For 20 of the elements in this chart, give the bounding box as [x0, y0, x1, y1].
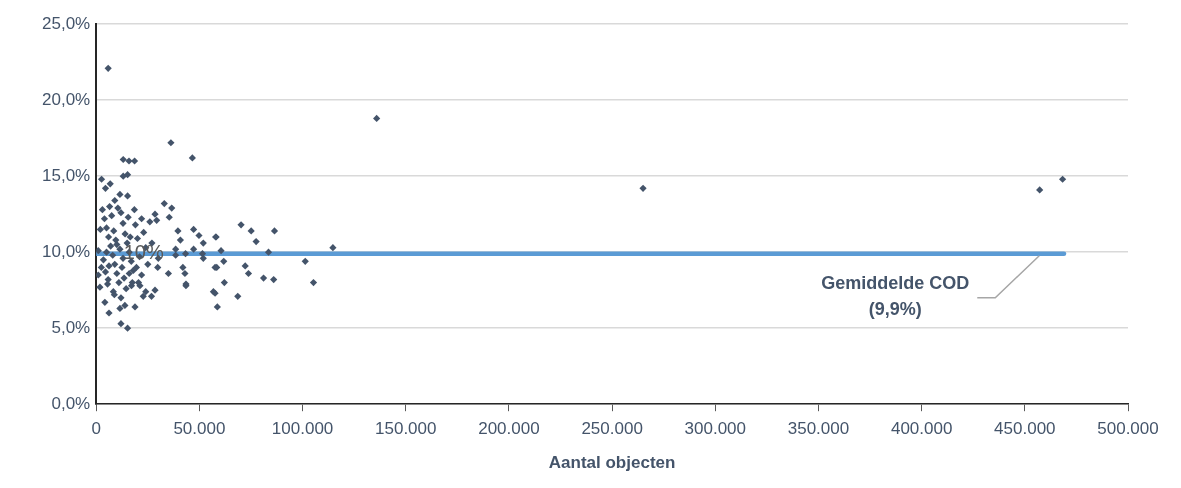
x-tick-label: 100.000 — [271, 419, 334, 439]
x-tick-label: 200.000 — [478, 419, 540, 439]
y-tick-label: 5,0% — [51, 317, 91, 337]
x-tick-label: 0 — [91, 419, 101, 439]
x-axis-title: Aantal objecten — [548, 453, 676, 473]
x-tick-label: 50.000 — [173, 419, 226, 439]
x-tick-label: 400.000 — [890, 419, 953, 439]
y-tick-label: 20,0% — [42, 89, 91, 109]
annotation: Gemiddelde COD (9,9%) — [821, 272, 970, 319]
x-tick-label: 150.000 — [375, 419, 437, 439]
y-tick-label: 15,0% — [42, 165, 91, 185]
annotation: 10% — [123, 241, 164, 264]
y-tick-label: 10,0% — [42, 241, 91, 261]
y-tick-label: 25,0% — [42, 13, 91, 33]
x-tick-label: 250.000 — [581, 419, 643, 439]
x-tick-label: 500.000 — [1097, 419, 1159, 439]
x-tick-label: 450.000 — [994, 419, 1056, 439]
x-tick-label: 350.000 — [787, 419, 850, 439]
x-tick-label: 300.000 — [684, 419, 747, 439]
y-tick-label: 0,0% — [51, 393, 91, 413]
